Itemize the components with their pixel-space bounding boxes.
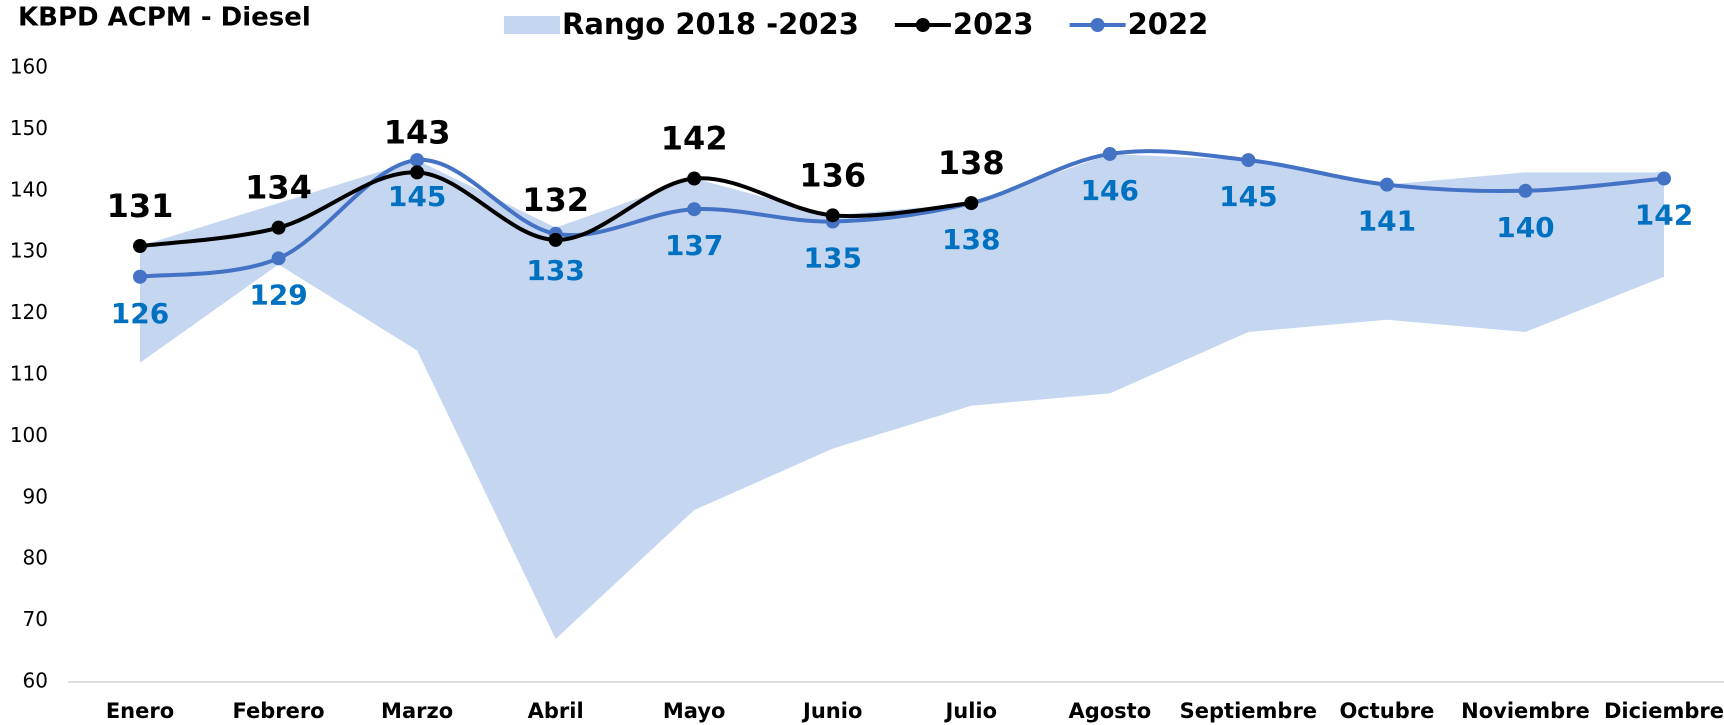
point	[825, 208, 840, 223]
data-label: 141	[1358, 205, 1416, 238]
y-tick-label: 140	[10, 177, 48, 201]
data-label: 126	[111, 297, 169, 330]
point	[133, 239, 147, 254]
data-label: 137	[665, 229, 723, 262]
y-tick-label: 60	[23, 669, 48, 693]
legend-label: Rango 2018 -2023	[562, 7, 859, 41]
legend-swatch	[504, 16, 560, 34]
point	[133, 269, 147, 284]
data-label: 136	[799, 156, 866, 194]
point	[1657, 171, 1671, 186]
data-label: 142	[1635, 199, 1693, 232]
y-tick-label: 130	[10, 239, 48, 263]
y-tick-label: 150	[10, 116, 48, 140]
chart-title: KBPD ACPM - Diesel	[18, 3, 311, 33]
x-tick-label: Mayo	[663, 699, 726, 723]
data-label: 132	[522, 181, 589, 219]
legend-label: 2023	[953, 7, 1034, 41]
x-tick-label: Septiembre	[1180, 699, 1317, 723]
x-tick-label: Marzo	[381, 699, 453, 723]
data-label: 133	[526, 254, 584, 287]
data-label: 135	[804, 242, 862, 275]
x-tick-label: Julio	[943, 699, 997, 723]
point	[687, 202, 702, 217]
x-tick-label: Junio	[801, 699, 862, 723]
data-label: 138	[942, 223, 1000, 256]
x-tick-label: Agosto	[1068, 699, 1151, 723]
legend-swatch	[915, 18, 930, 32]
x-tick-label: Abril	[528, 699, 584, 723]
y-tick-label: 90	[23, 484, 48, 508]
y-tick-label: 70	[23, 607, 48, 631]
point	[410, 165, 425, 180]
y-tick-label: 160	[10, 55, 48, 79]
data-label: 146	[1081, 174, 1139, 207]
legend-swatch	[1090, 18, 1105, 32]
point	[1102, 146, 1117, 161]
point	[271, 251, 286, 266]
point	[687, 171, 702, 186]
data-label: 129	[249, 278, 307, 311]
point	[410, 153, 425, 168]
x-tick-label: Enero	[106, 699, 174, 723]
point	[1379, 177, 1394, 192]
legend-label: 2022	[1128, 7, 1209, 41]
point	[271, 220, 286, 235]
x-tick-label: Diciembre	[1604, 699, 1724, 723]
point	[1518, 183, 1533, 198]
data-label: 138	[938, 144, 1005, 182]
data-label: 142	[661, 120, 728, 158]
x-tick-label: Febrero	[232, 699, 324, 723]
x-tick-label: Noviembre	[1461, 699, 1590, 723]
data-label: 131	[107, 187, 174, 225]
data-label: 140	[1496, 211, 1554, 244]
y-tick-label: 80	[23, 546, 48, 570]
data-label: 145	[1219, 180, 1277, 213]
data-label: 143	[384, 113, 451, 151]
point	[1241, 153, 1256, 168]
point	[964, 196, 979, 211]
y-tick-label: 100	[10, 423, 48, 447]
y-tick-label: 120	[10, 300, 48, 324]
point	[548, 232, 563, 247]
data-label: 134	[245, 169, 312, 207]
data-label: 145	[388, 180, 446, 213]
x-tick-label: Octubre	[1339, 699, 1434, 723]
y-tick-label: 110	[10, 362, 48, 386]
range-band	[140, 153, 1664, 640]
